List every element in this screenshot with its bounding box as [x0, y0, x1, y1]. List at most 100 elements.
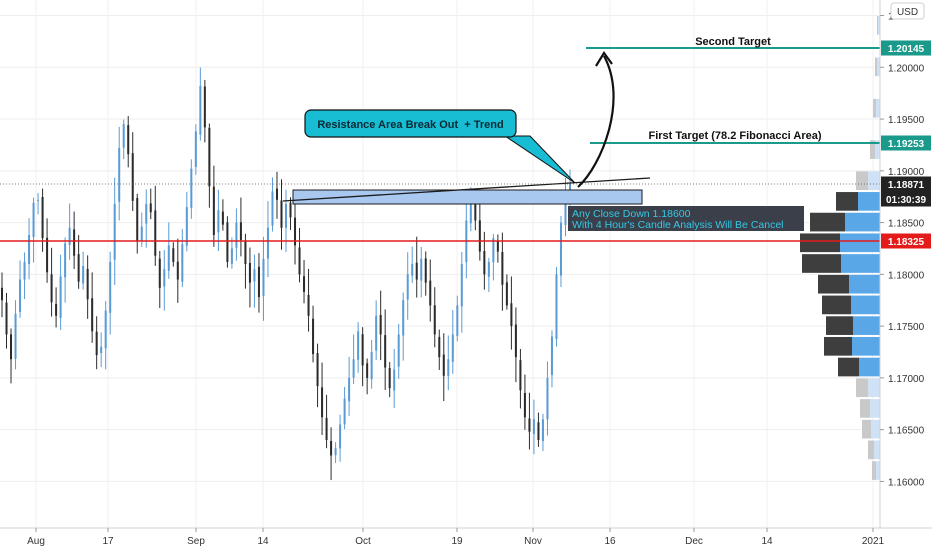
y-tick-label: 1.16500: [888, 426, 925, 437]
candle-body: [145, 203, 148, 224]
candle-body: [411, 264, 414, 276]
x-tick-label: Aug: [27, 536, 45, 547]
candle-body: [289, 202, 292, 218]
candle-body: [271, 191, 274, 226]
candle-body: [248, 262, 251, 283]
volume-bar-sell: [875, 57, 877, 77]
callout-box[interactable]: [304, 109, 517, 138]
candle-body: [384, 335, 387, 368]
volume-bar-sell: [870, 140, 875, 159]
candle-body: [149, 203, 152, 213]
candle-body: [528, 418, 531, 432]
candle-body: [469, 201, 472, 224]
y-tick-label: 1.17500: [888, 322, 925, 333]
y-tick-label: 1.19500: [888, 115, 925, 126]
volume-bar-buy: [874, 440, 880, 460]
candle-body: [402, 300, 405, 336]
volume-bar-buy: [859, 357, 880, 377]
candle-body: [64, 243, 67, 278]
volume-bar-sell: [856, 378, 868, 398]
candle-body: [217, 210, 220, 233]
candle-body: [203, 86, 206, 128]
candle-body: [343, 398, 346, 425]
projection-arrow[interactable]: [577, 55, 615, 188]
y-tick-label: 1.18000: [888, 270, 925, 281]
volume-bar-sell: [836, 192, 858, 211]
candle-body: [5, 302, 8, 335]
volume-profile: [800, 16, 880, 480]
price-tag[interactable]: [881, 191, 931, 207]
candle-body: [208, 127, 211, 187]
candle-body: [451, 334, 454, 362]
candle-body: [275, 188, 278, 200]
x-tick-label: Oct: [355, 536, 371, 547]
x-tick-label: 16: [604, 536, 616, 547]
x-tick-label: Dec: [685, 536, 703, 547]
candle-body: [127, 125, 130, 155]
volume-bar-sell: [826, 316, 853, 335]
candle-body: [257, 266, 260, 298]
candle-body: [28, 235, 31, 265]
candle-body: [352, 359, 355, 378]
note-box[interactable]: [568, 206, 804, 231]
candle-body: [420, 258, 423, 281]
volume-bar-sell: [862, 419, 871, 439]
candle-body: [32, 202, 35, 238]
candle-body: [487, 261, 490, 277]
candle-body: [312, 318, 315, 355]
candle-body: [483, 251, 486, 275]
price-tag[interactable]: [881, 176, 931, 192]
candle-body: [321, 387, 324, 418]
candle-body: [339, 424, 342, 449]
candle-body: [406, 274, 409, 300]
x-tick-label: Nov: [524, 536, 542, 547]
volume-bar-sell: [800, 233, 840, 253]
projection-arrowhead: [595, 51, 613, 67]
candle-body: [294, 217, 297, 246]
x-tick-label: Sep: [187, 536, 205, 547]
candle-body: [109, 261, 112, 313]
candle-body: [568, 184, 572, 190]
candle-body: [50, 274, 53, 303]
volume-bar-buy: [877, 57, 880, 77]
volume-bar-buy: [853, 316, 880, 335]
candle-body: [550, 336, 553, 376]
volume-bar-sell: [822, 295, 851, 315]
candle-body: [19, 279, 22, 312]
price-tag[interactable]: [881, 135, 931, 151]
candle-body: [442, 354, 445, 376]
price-tag-label: 1.18325: [888, 237, 925, 248]
candle-body: [244, 240, 247, 264]
volume-bar-sell: [856, 171, 868, 191]
y-tick-label: 1.17000: [888, 374, 925, 385]
volume-bar-buy: [849, 274, 880, 294]
candle-body: [537, 422, 540, 440]
price-tags: 1.20145 1.19253 1.18871 01:30:39 1.18325: [881, 40, 931, 249]
volume-bar-buy: [875, 140, 880, 159]
note-line-2: With 4 Hour's Candle Analysis Will Be Ca…: [572, 219, 784, 231]
candle-body: [46, 237, 49, 273]
trend-line[interactable]: [282, 177, 651, 202]
price-axis[interactable]: [880, 0, 932, 528]
candle-body: [429, 280, 432, 306]
candle-body: [541, 419, 544, 442]
callout-pointer: [503, 135, 576, 184]
candle-body: [104, 310, 107, 349]
candle-body: [86, 268, 89, 300]
candle-body: [136, 198, 139, 242]
candle-body: [131, 153, 134, 201]
volume-bar-buy: [878, 16, 880, 35]
volume-bar-sell: [838, 357, 859, 377]
candle-body: [221, 211, 224, 225]
price-tag[interactable]: [881, 40, 931, 56]
candle-body: [532, 419, 535, 434]
candle-body: [226, 222, 229, 262]
volume-bar-buy: [868, 171, 880, 191]
currency-badge[interactable]: [890, 2, 925, 20]
candle-body: [91, 298, 94, 332]
price-tag[interactable]: [881, 233, 931, 249]
candle-body: [55, 303, 58, 316]
volume-bar-sell: [824, 336, 852, 356]
